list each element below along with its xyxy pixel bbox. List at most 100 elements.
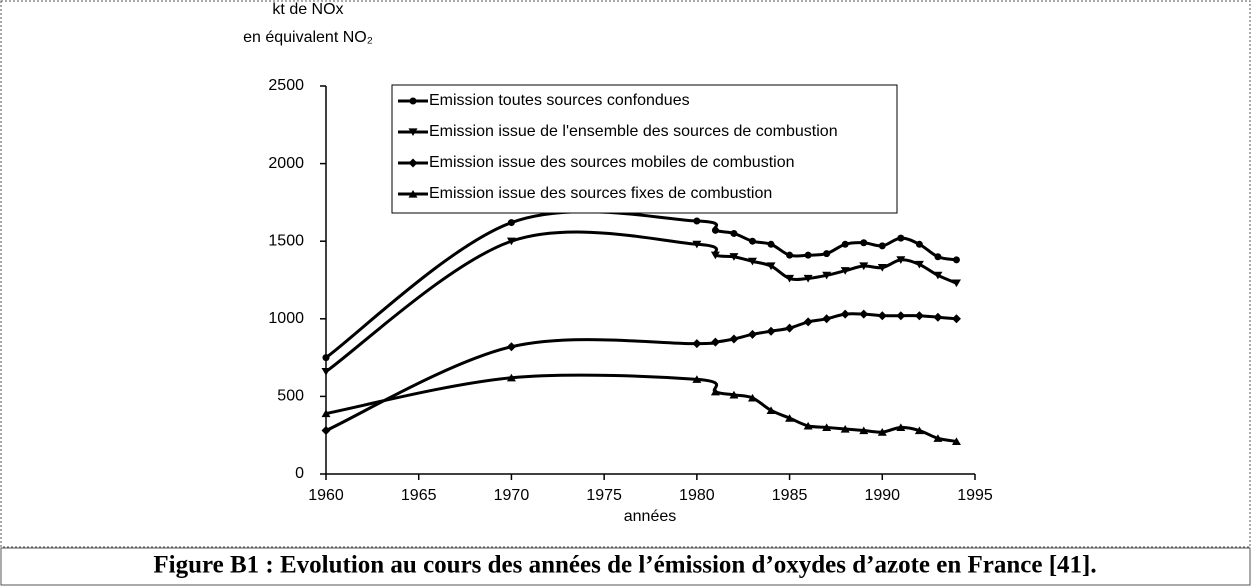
marker xyxy=(951,437,961,446)
marker xyxy=(692,375,702,383)
marker xyxy=(823,250,831,258)
y-tick-label: 0 xyxy=(295,465,304,482)
marker xyxy=(897,234,905,242)
marker xyxy=(710,251,720,260)
marker xyxy=(914,311,924,321)
marker xyxy=(914,260,924,269)
marker xyxy=(711,226,719,234)
marker xyxy=(896,256,906,264)
marker xyxy=(803,317,813,327)
marker xyxy=(409,97,417,105)
marker xyxy=(915,240,923,248)
marker xyxy=(804,251,812,259)
x-tick-label: 1985 xyxy=(772,487,808,504)
marker xyxy=(506,373,516,382)
marker xyxy=(860,239,868,247)
marker xyxy=(408,128,418,137)
marker xyxy=(951,279,961,288)
y-tick-label: 1500 xyxy=(268,232,304,249)
x-tick-label: 1980 xyxy=(679,487,715,504)
marker xyxy=(840,424,850,433)
marker xyxy=(878,242,886,250)
marker xyxy=(934,253,942,261)
marker xyxy=(506,237,516,246)
x-tick-label: 1990 xyxy=(864,487,900,504)
marker xyxy=(693,217,701,225)
marker xyxy=(321,409,331,418)
marker xyxy=(859,309,869,319)
marker xyxy=(729,334,739,344)
series-line xyxy=(325,312,957,432)
marker xyxy=(896,311,906,321)
marker xyxy=(840,309,850,319)
marker xyxy=(840,267,850,275)
marker xyxy=(766,406,776,414)
marker xyxy=(859,262,869,271)
series-line xyxy=(325,210,957,359)
marker xyxy=(877,428,887,436)
marker xyxy=(877,263,887,272)
y-axis-label: kt de NOx xyxy=(272,1,343,18)
x-axis-label: années xyxy=(624,508,677,525)
marker xyxy=(841,240,849,248)
marker xyxy=(408,189,418,198)
x-tick-label: 1975 xyxy=(586,487,622,504)
marker xyxy=(933,312,943,322)
legend-label: Emission issue des sources fixes de comb… xyxy=(429,185,772,202)
marker xyxy=(766,262,776,271)
marker xyxy=(786,251,794,259)
marker xyxy=(952,256,960,264)
marker xyxy=(730,229,738,237)
caption: Figure B1 : Evolution au cours des année… xyxy=(153,552,1096,579)
y-tick-label: 2500 xyxy=(268,77,304,94)
marker xyxy=(729,253,739,261)
marker xyxy=(747,329,757,339)
marker xyxy=(729,390,739,399)
y-tick-label: 1000 xyxy=(268,310,304,327)
marker xyxy=(322,354,330,362)
marker xyxy=(766,326,776,336)
marker xyxy=(507,219,515,227)
marker xyxy=(785,323,795,333)
marker xyxy=(748,237,756,245)
marker xyxy=(710,387,720,396)
caption-box xyxy=(0,547,1251,586)
marker xyxy=(859,426,869,435)
marker xyxy=(951,314,961,324)
marker xyxy=(822,423,832,432)
marker xyxy=(321,367,331,376)
marker xyxy=(877,311,887,321)
legend-label: Emission issue de l'ensemble des sources… xyxy=(429,123,838,140)
marker xyxy=(896,423,906,432)
legend xyxy=(391,84,898,214)
x-tick-label: 1960 xyxy=(308,487,344,504)
marker xyxy=(506,342,516,352)
marker xyxy=(767,240,775,248)
x-tick-label: 1970 xyxy=(494,487,530,504)
marker xyxy=(822,271,832,280)
legend-label: Emission toutes sources confondues xyxy=(429,92,690,109)
y-tick-label: 500 xyxy=(277,388,304,405)
marker xyxy=(785,414,795,422)
marker xyxy=(710,337,720,347)
frame xyxy=(0,0,1251,548)
marker xyxy=(822,314,832,324)
marker xyxy=(747,393,757,402)
x-tick-label: 1965 xyxy=(401,487,437,504)
y-axis-label: en équivalent NO₂ xyxy=(243,29,373,46)
marker xyxy=(692,240,702,249)
y-tick-label: 2000 xyxy=(268,155,304,172)
marker xyxy=(747,257,757,266)
marker xyxy=(803,421,813,430)
marker xyxy=(914,426,924,435)
legend-label: Emission issue des sources mobiles de co… xyxy=(429,154,795,171)
marker xyxy=(408,158,418,168)
marker xyxy=(933,434,943,442)
x-tick-label: 1995 xyxy=(957,487,993,504)
series-line xyxy=(325,230,958,373)
marker xyxy=(933,271,943,280)
marker xyxy=(321,426,331,436)
marker xyxy=(692,339,702,349)
marker xyxy=(803,274,813,283)
